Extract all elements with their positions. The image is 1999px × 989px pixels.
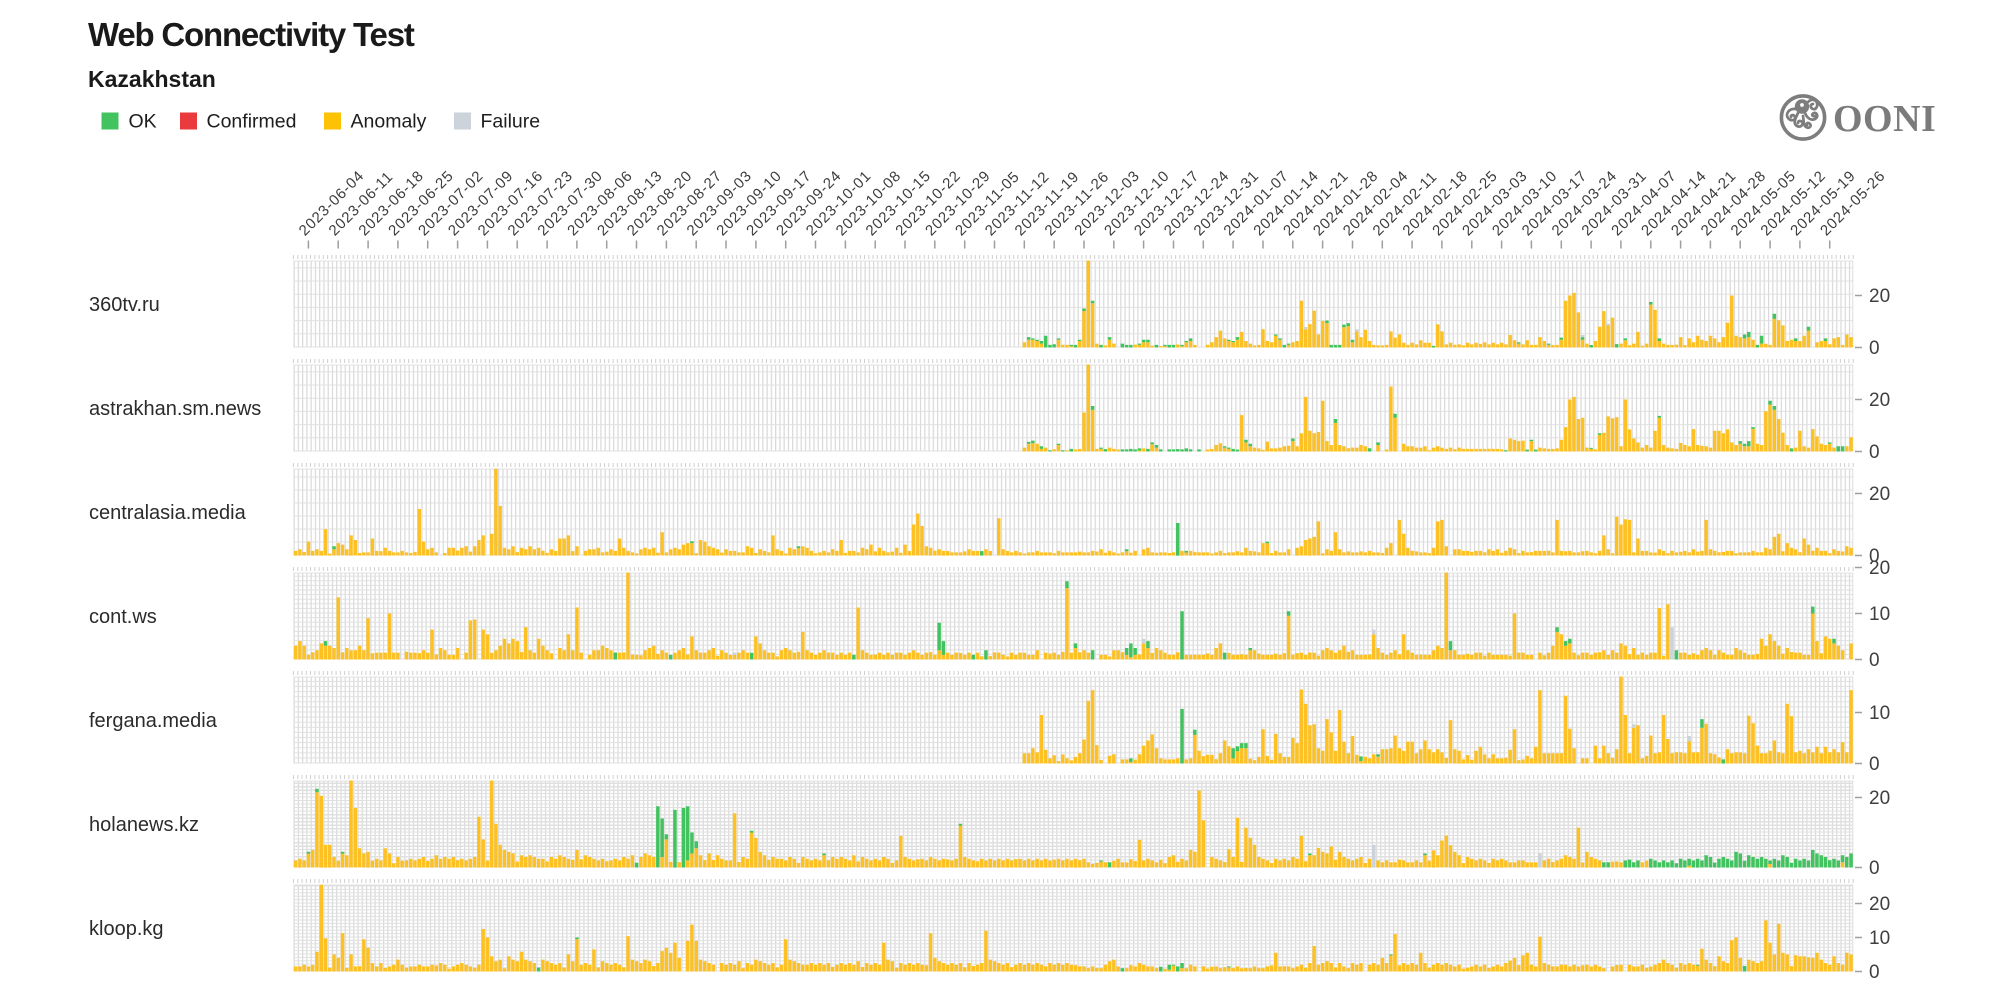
svg-text:0: 0	[1869, 754, 1880, 775]
svg-text:20: 20	[1869, 484, 1890, 505]
svg-text:10: 10	[1869, 928, 1890, 949]
svg-text:fergana.media: fergana.media	[89, 710, 218, 732]
svg-text:kloop.kg: kloop.kg	[89, 918, 164, 940]
svg-text:20: 20	[1869, 788, 1890, 809]
svg-text:20: 20	[1869, 390, 1890, 411]
svg-text:0: 0	[1869, 546, 1880, 567]
svg-text:centralasia.media: centralasia.media	[89, 502, 247, 524]
svg-text:holanews.kz: holanews.kz	[89, 814, 199, 836]
svg-text:0: 0	[1869, 962, 1880, 983]
svg-text:cont.ws: cont.ws	[89, 606, 157, 628]
svg-text:0: 0	[1869, 338, 1880, 359]
svg-text:Confirmed: Confirmed	[207, 111, 297, 133]
svg-text:Anomaly: Anomaly	[351, 111, 427, 133]
svg-text:360tv.ru: 360tv.ru	[89, 294, 160, 316]
svg-text:20: 20	[1869, 558, 1890, 579]
svg-text:10: 10	[1869, 604, 1890, 625]
svg-text:20: 20	[1869, 894, 1890, 915]
svg-text:astrakhan.sm.news: astrakhan.sm.news	[89, 398, 261, 420]
svg-text:OK: OK	[129, 111, 157, 133]
svg-text:10: 10	[1869, 703, 1890, 724]
svg-text:0: 0	[1869, 858, 1880, 879]
svg-text:0: 0	[1869, 442, 1880, 463]
svg-text:OONI: OONI	[1833, 98, 1936, 140]
svg-text:Failure: Failure	[481, 111, 541, 133]
svg-text:20: 20	[1869, 286, 1890, 307]
svg-text:0: 0	[1869, 650, 1880, 671]
svg-text:Web Connectivity Test: Web Connectivity Test	[88, 16, 415, 53]
svg-text:Kazakhstan: Kazakhstan	[88, 66, 216, 92]
